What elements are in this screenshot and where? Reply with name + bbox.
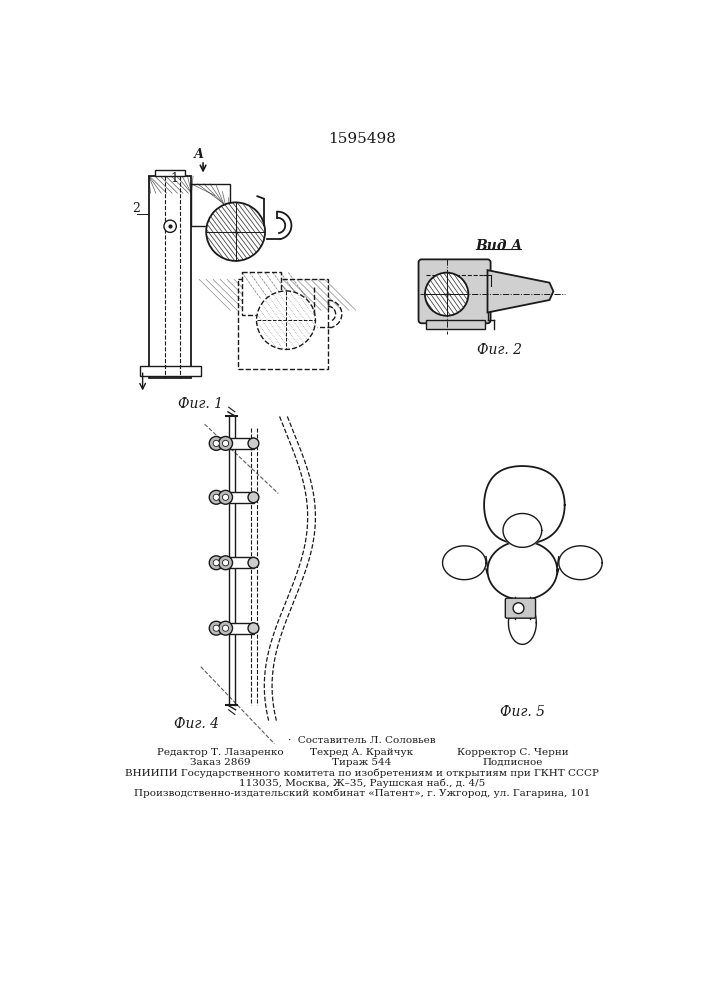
Circle shape [223, 560, 228, 566]
Circle shape [218, 490, 233, 504]
Bar [149, 176, 192, 378]
Text: Вид A: Вид A [476, 239, 522, 253]
Circle shape [218, 436, 233, 450]
Bar [230, 623, 255, 634]
Circle shape [223, 440, 228, 446]
Bar [139, 366, 201, 376]
Text: Техред А. Крайчук: Техред А. Крайчук [310, 748, 414, 757]
Circle shape [206, 202, 265, 261]
Text: 1595498: 1595498 [328, 132, 396, 146]
Circle shape [218, 621, 233, 635]
Text: А: А [194, 148, 204, 161]
Polygon shape [443, 546, 486, 580]
Polygon shape [559, 546, 602, 580]
Polygon shape [488, 541, 557, 600]
Text: Фиг. 1: Фиг. 1 [178, 397, 223, 411]
Text: Тираж 544: Тираж 544 [332, 758, 392, 767]
Circle shape [223, 494, 228, 500]
Polygon shape [508, 601, 537, 644]
Circle shape [164, 220, 176, 232]
Text: 113035, Москва, Ж–35, Раушская наб., д. 4/5: 113035, Москва, Ж–35, Раушская наб., д. … [239, 778, 485, 788]
Text: ·  Составитель Л. Соловьев: · Составитель Л. Соловьев [288, 736, 436, 745]
Text: ВНИИПИ Государственного комитета по изобретениям и открытиям при ГКНТ СССР: ВНИИПИ Государственного комитета по изоб… [125, 768, 599, 778]
Circle shape [209, 490, 223, 504]
Bar [426, 320, 485, 329]
Polygon shape [484, 466, 565, 544]
Text: Производственно-издательский комбинат «Патент», г. Ужгород, ул. Гагарина, 101: Производственно-издательский комбинат «П… [134, 788, 590, 798]
FancyBboxPatch shape [419, 259, 491, 323]
Circle shape [248, 623, 259, 634]
Circle shape [213, 494, 219, 500]
Text: 1: 1 [170, 172, 179, 185]
Circle shape [223, 625, 228, 631]
Text: Фиг. 5: Фиг. 5 [500, 705, 545, 719]
Circle shape [213, 560, 219, 566]
Circle shape [257, 291, 315, 349]
Text: Заказ 2869: Заказ 2869 [189, 758, 250, 767]
Circle shape [213, 625, 219, 631]
Bar [192, 184, 230, 226]
Bar [242, 272, 281, 315]
Polygon shape [488, 270, 554, 312]
Text: 2: 2 [132, 202, 140, 215]
Bar [230, 557, 255, 568]
Text: Редактор Т. Лазаренко: Редактор Т. Лазаренко [157, 748, 284, 757]
Text: Подписное: Подписное [483, 758, 543, 767]
Text: Фиг. 4: Фиг. 4 [174, 717, 218, 731]
Circle shape [513, 603, 524, 614]
Polygon shape [503, 513, 542, 547]
Circle shape [209, 621, 223, 635]
Circle shape [248, 557, 259, 568]
Text: Корректор С. Черни: Корректор С. Черни [457, 748, 569, 757]
Bar [155, 170, 185, 176]
Bar [230, 492, 255, 503]
Circle shape [248, 438, 259, 449]
Circle shape [425, 273, 468, 316]
Bar [238, 279, 328, 369]
Circle shape [209, 436, 223, 450]
Bar [230, 438, 255, 449]
Circle shape [209, 556, 223, 570]
Text: Фиг. 2: Фиг. 2 [477, 343, 522, 357]
Circle shape [248, 492, 259, 503]
FancyBboxPatch shape [506, 598, 535, 618]
Circle shape [213, 440, 219, 446]
Circle shape [218, 556, 233, 570]
